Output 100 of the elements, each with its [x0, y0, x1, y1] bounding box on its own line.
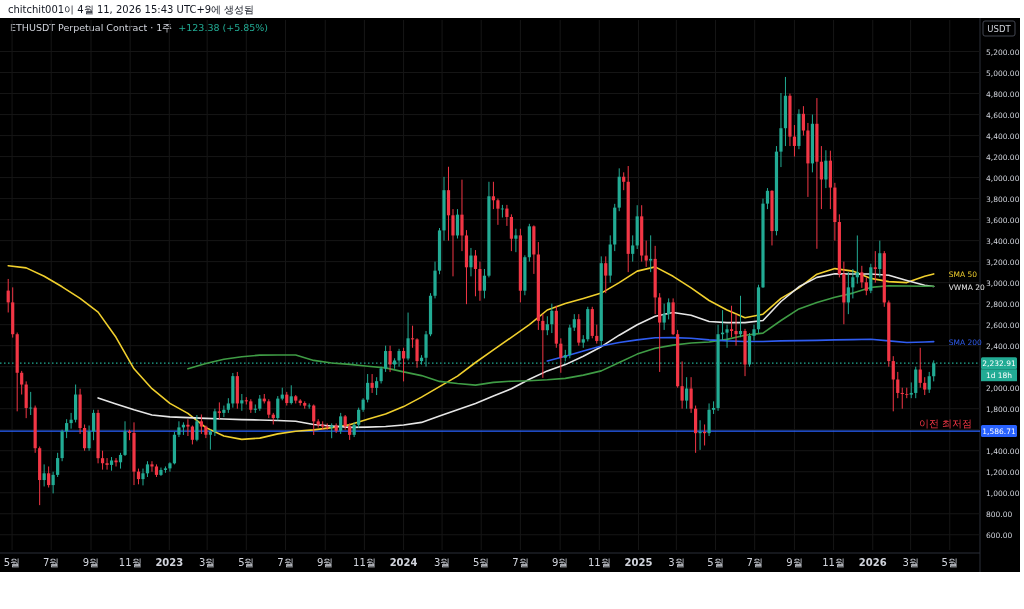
chart-title: ETHUSDT Perpetual Contract · 1주: [10, 22, 173, 33]
x-tick-label: 5월: [473, 557, 490, 568]
candlestick: [662, 303, 666, 331]
candlestick: [541, 313, 545, 379]
candlestick: [900, 387, 904, 410]
candlestick: [725, 324, 729, 349]
candlestick: [734, 313, 738, 347]
candlestick: [289, 384, 293, 405]
x-tick-label: 11월: [353, 557, 376, 568]
candlestick: [451, 208, 455, 277]
candlestick: [339, 412, 343, 435]
candlestick: [559, 337, 563, 374]
candlestick: [82, 423, 87, 452]
ref-line-label: 이전 최저점: [918, 418, 972, 430]
x-tick-label: 7월: [746, 557, 763, 568]
x-tick-label: 2023: [155, 557, 184, 568]
candlestick: [91, 409, 96, 441]
candlestick: [100, 450, 105, 471]
candlestick: [752, 324, 756, 341]
candlestick: [370, 373, 374, 394]
line-series: [546, 336, 935, 362]
candlestick: [824, 149, 828, 189]
candlestick: [195, 414, 199, 442]
candlestick: [473, 249, 478, 297]
candlestick: [208, 429, 212, 451]
candlestick: [496, 198, 500, 226]
candlestick: [550, 303, 554, 334]
candlestick: [846, 271, 850, 315]
candlestick: [491, 181, 496, 210]
x-tick-label: 9월: [786, 557, 803, 568]
candlestick: [765, 187, 770, 210]
candlestick: [20, 370, 24, 396]
x-tick-label: 9월: [551, 557, 569, 568]
candlestick: [918, 347, 922, 389]
candlestick: [469, 247, 473, 277]
x-tick-label: 2026: [858, 557, 887, 568]
x-tick-label: 5월: [3, 557, 21, 568]
candlestick: [366, 373, 370, 403]
candlestick: [141, 468, 145, 486]
candlestick: [150, 460, 154, 473]
candlestick: [478, 261, 482, 302]
candlestick: [177, 420, 181, 438]
candlestick: [792, 124, 797, 158]
chart-subtitle: chitchit001이 4월 11, 2026 15:43 UTC+9에 생성됨: [8, 4, 255, 15]
candlestick: [514, 228, 518, 253]
candlestick: [595, 324, 599, 345]
candlestick: [455, 208, 460, 240]
candlestick: [42, 463, 46, 487]
candlestick: [267, 398, 271, 419]
candlestick: [644, 240, 648, 268]
x-tick-label: 9월: [82, 557, 100, 568]
candlestick: [505, 204, 509, 227]
candlestick: [667, 297, 671, 320]
candlestick: [384, 345, 388, 373]
candlestick: [873, 250, 877, 284]
candlestick: [577, 313, 581, 347]
candlestick: [649, 234, 653, 273]
candlestick: [689, 376, 693, 414]
x-tick-label: 5월: [941, 557, 958, 568]
candlestick: [105, 457, 109, 471]
candlestick: [855, 234, 859, 285]
x-tick-label: 5월: [707, 557, 724, 568]
candlestick: [851, 268, 855, 299]
candlestick: [190, 425, 195, 445]
candlestick: [801, 105, 806, 137]
candlestick: [406, 312, 410, 361]
candlestick: [123, 420, 127, 457]
candlestick: [698, 419, 702, 451]
x-tick-label: 3월: [902, 557, 919, 568]
candlestick: [47, 465, 51, 488]
candlestick: [869, 263, 873, 294]
candlestick: [878, 240, 882, 278]
x-tick-label: 7월: [512, 557, 529, 568]
candlestick: [680, 360, 684, 410]
candlestick: [51, 471, 55, 494]
candlestick: [685, 376, 689, 410]
candlestick: [276, 395, 280, 421]
x-tick-label: 2025: [624, 557, 653, 568]
x-tick-label: 11월: [822, 557, 845, 568]
candlestick: [729, 305, 734, 338]
candlestick: [460, 179, 464, 252]
candlestick: [253, 404, 257, 414]
x-tick-label: 2024: [389, 557, 418, 568]
candlestick: [738, 295, 743, 338]
candlestick: [56, 452, 60, 478]
x-tick-label: 3월: [198, 557, 216, 568]
candlestick: [168, 461, 172, 473]
candlestick: [482, 268, 487, 299]
candlestick: [87, 425, 91, 452]
x-tick-label: 7월: [43, 557, 60, 568]
candlestick: [410, 325, 415, 349]
candlestick: [604, 255, 608, 294]
y-axis-title: USDT: [987, 24, 1012, 34]
candlestick: [357, 407, 361, 429]
candlestick: [509, 213, 513, 252]
candlestick: [114, 457, 118, 467]
x-tick-label: 11월: [118, 557, 142, 568]
annotation: +123.38 (+5.85%): [178, 22, 269, 33]
candlestick: [186, 418, 190, 437]
candlestick: [860, 265, 864, 289]
